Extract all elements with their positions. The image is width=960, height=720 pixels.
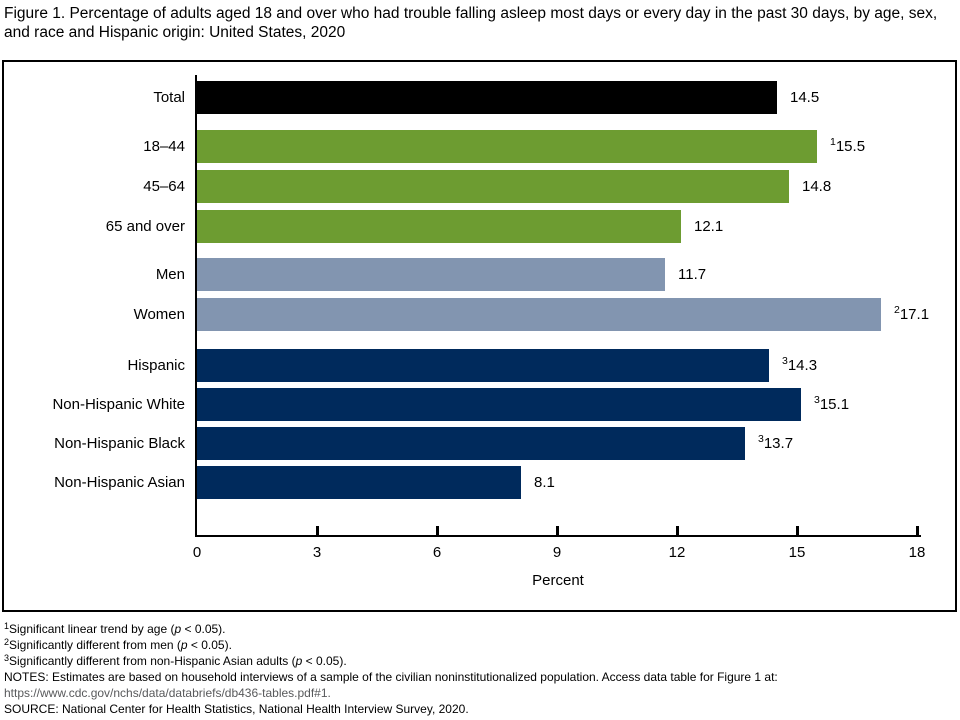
value-label-men: 11.7: [678, 266, 707, 283]
x-tick-label-9: 9: [552, 544, 562, 561]
category-label-non-hispanic-white: Non-Hispanic White: [52, 396, 185, 413]
value-superscript: 3: [758, 433, 764, 445]
value-label-45-64: 14.8: [802, 178, 832, 195]
footnote-2-sup: 2: [4, 637, 10, 647]
footnote-3-text: Significantly different from non-Hispani…: [9, 654, 296, 668]
value-label-non-hispanic-black: 313.7: [758, 433, 794, 452]
bar-18-44: [197, 130, 817, 163]
value-label-total: 14.5: [790, 89, 820, 106]
bar-45-64: [197, 170, 789, 203]
category-label-women: Women: [133, 306, 185, 323]
value-superscript: 2: [894, 304, 900, 316]
footnote-1-p: p: [174, 622, 182, 636]
x-tick-label-15: 15: [788, 544, 806, 561]
footnote-3-p: p: [295, 654, 303, 668]
chart-frame: Total 14.5 18–44 115.5 45–64 14.8 65 and over 1…: [2, 60, 957, 612]
footnote-2-tail: < 0.05).: [187, 638, 232, 652]
data-table-link[interactable]: https://www.cdc.gov/nchs/data/databriefs…: [4, 686, 331, 700]
footnote-1: 1Significant linear trend by age (p < 0.…: [4, 621, 954, 637]
x-tick-15: [796, 526, 799, 535]
footnote-3-tail: < 0.05).: [302, 654, 347, 668]
category-label-45-64: 45–64: [143, 178, 185, 195]
bar-men: [197, 258, 665, 291]
source-text: SOURCE: National Center for Health Stati…: [4, 702, 469, 716]
footnote-1-text: Significant linear trend by age (: [9, 622, 175, 636]
bar-total: [197, 81, 777, 114]
footnote-1-tail: < 0.05).: [181, 622, 226, 636]
bar-non-hispanic-black: [197, 427, 745, 460]
value-label-hispanic: 314.3: [782, 355, 818, 374]
category-label-men: Men: [155, 266, 185, 283]
footnotes: 1Significant linear trend by age (p < 0.…: [4, 621, 954, 717]
value-superscript: 1: [830, 136, 836, 148]
x-tick-12: [676, 526, 679, 535]
bar-women: [197, 298, 881, 331]
x-axis-title: Percent: [532, 572, 584, 589]
x-tick-18: [916, 526, 919, 535]
footnote-3-sup: 3: [4, 653, 10, 663]
footnote-2-text: Significantly different from men (: [9, 638, 181, 652]
x-tick-9: [556, 526, 559, 535]
notes-text: NOTES: Estimates are based on household …: [4, 670, 778, 684]
footnote-2-p: p: [180, 638, 188, 652]
value-superscript: 3: [814, 394, 820, 406]
footnote-3: 3Significantly different from non-Hispan…: [4, 653, 954, 669]
x-tick-label-12: 12: [668, 544, 686, 561]
value-label-non-hispanic-white: 315.1: [814, 394, 850, 413]
category-label-65-and-over: 65 and over: [105, 218, 185, 235]
value-label-65-and-over: 12.1: [694, 218, 724, 235]
value-label-18-44: 115.5: [830, 136, 866, 155]
bar-non-hispanic-asian: [197, 466, 521, 499]
bar-hispanic: [197, 349, 769, 382]
x-tick-label-0: 0: [192, 544, 202, 561]
value-label-non-hispanic-asian: 8.1: [534, 474, 555, 491]
value-superscript: 3: [782, 355, 788, 367]
category-label-hispanic: Hispanic: [127, 357, 185, 374]
y-axis-line: [195, 75, 197, 537]
footnote-1-sup: 1: [4, 621, 10, 631]
category-label-total: Total: [153, 89, 185, 106]
footnote-2: 2Significantly different from men (p < 0…: [4, 637, 954, 653]
category-label-non-hispanic-black: Non-Hispanic Black: [54, 435, 185, 452]
value-label-women: 217.1: [894, 304, 930, 323]
x-tick-label-3: 3: [312, 544, 322, 561]
x-axis-line: [195, 535, 921, 537]
category-label-18-44: 18–44: [143, 138, 185, 155]
category-label-non-hispanic-asian: Non-Hispanic Asian: [54, 474, 185, 491]
bar-65-and-over: [197, 210, 681, 243]
bar-non-hispanic-white: [197, 388, 801, 421]
x-tick-6: [436, 526, 439, 535]
x-tick-3: [316, 526, 319, 535]
x-tick-label-18: 18: [908, 544, 926, 561]
x-tick-label-6: 6: [432, 544, 442, 561]
figure-title: Figure 1. Percentage of adults aged 18 a…: [4, 5, 938, 41]
